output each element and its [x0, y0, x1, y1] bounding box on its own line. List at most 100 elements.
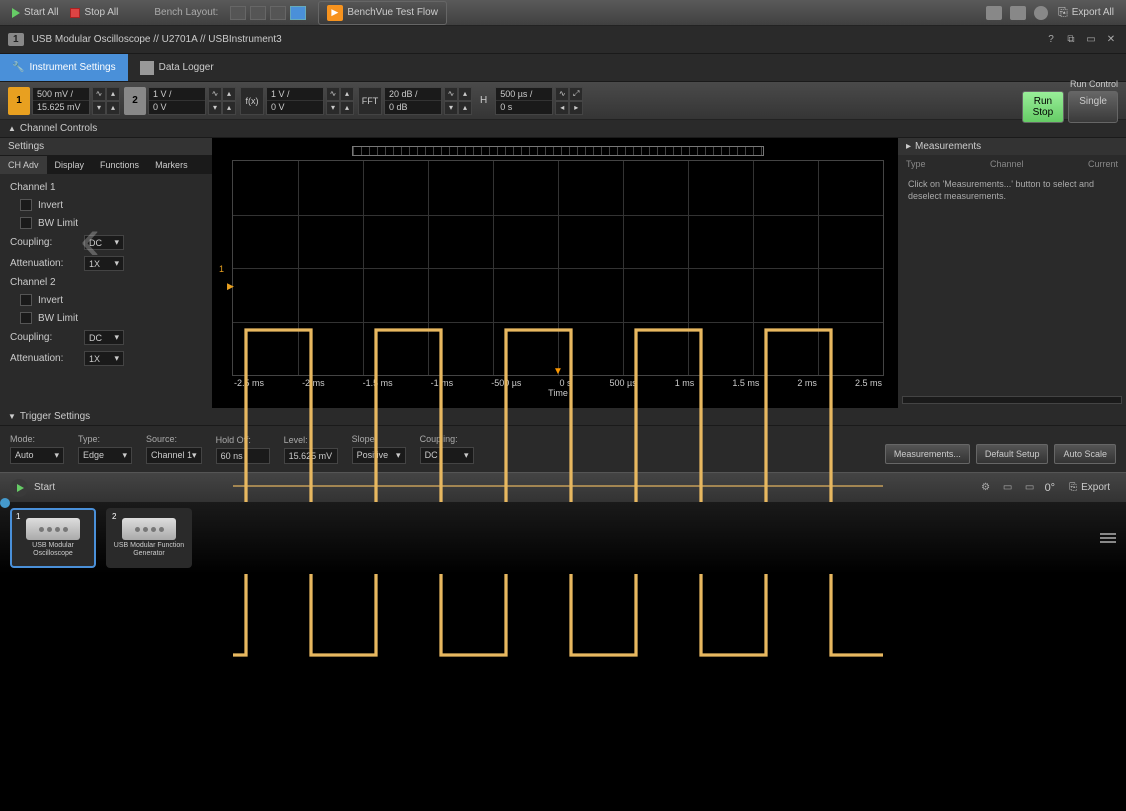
scope-grid[interactable]: 1 ▶ ▼: [232, 160, 884, 376]
dock-item-function-generator[interactable]: 2 USB Modular FunctionGenerator: [106, 508, 192, 568]
instrument-title: USB Modular Oscilloscope // U2701A // US…: [32, 34, 282, 45]
ch1-up2-icon[interactable]: ▴: [106, 101, 120, 115]
fft-up-icon[interactable]: ▴: [458, 87, 472, 101]
export-button[interactable]: ⎘Export: [1063, 480, 1116, 495]
collapse-icon: ▼: [8, 412, 16, 421]
save-icon[interactable]: ▭: [1001, 481, 1015, 495]
fft-up2-icon[interactable]: ▴: [458, 101, 472, 115]
ch1-up-icon[interactable]: ▴: [106, 87, 120, 101]
ch1-bwlimit-checkbox[interactable]: [20, 217, 32, 229]
trig-type-select[interactable]: Edge▾: [78, 447, 132, 464]
export-all-button[interactable]: ⎘ Export All: [1052, 3, 1120, 22]
ch2-coupling-select[interactable]: DC▾: [84, 330, 124, 345]
fx-up-icon[interactable]: ▴: [340, 87, 354, 101]
auto-scale-button[interactable]: Auto Scale: [1054, 444, 1116, 464]
time-mode-icon[interactable]: ∿: [555, 87, 569, 101]
start-button[interactable]: Start: [10, 479, 55, 497]
trig-mode-select[interactable]: Auto▾: [10, 447, 64, 464]
wrench-icon: 🔧: [12, 62, 24, 73]
start-label: Start: [34, 482, 55, 493]
fx-up2-icon[interactable]: ▴: [340, 101, 354, 115]
close-icon[interactable]: ✕: [1104, 33, 1118, 47]
start-all-label: Start All: [24, 7, 58, 18]
fft-down-icon[interactable]: ▾: [444, 101, 458, 115]
fx-coupling-icon[interactable]: ∿: [326, 87, 340, 101]
folder-icon[interactable]: ▭: [1023, 481, 1037, 495]
channel-controls-header[interactable]: ▲ Channel Controls: [0, 120, 1126, 138]
folder-icon[interactable]: [1010, 6, 1026, 20]
stop-label: Stop: [1033, 107, 1054, 118]
trig-type-label: Type:: [78, 434, 132, 444]
maximize-icon[interactable]: ▭: [1084, 33, 1098, 47]
ch2-down-icon[interactable]: ▾: [208, 101, 222, 115]
ch1-scale: 500 mV /: [33, 88, 89, 101]
layout-rows-icon[interactable]: [270, 6, 286, 20]
sub-tab-display[interactable]: Display: [47, 156, 93, 174]
measurements-scrollbar[interactable]: [902, 396, 1122, 404]
help-icon[interactable]: ?: [1044, 33, 1058, 47]
fft-coupling-icon[interactable]: ∿: [444, 87, 458, 101]
ch2-bwlimit-checkbox[interactable]: [20, 312, 32, 324]
layout-grid-icon[interactable]: [230, 6, 246, 20]
tab-data-logger[interactable]: Data Logger: [128, 54, 226, 81]
channel-2-values: 1 V / 0 V: [148, 87, 206, 115]
channel-1-badge[interactable]: 1: [8, 87, 30, 115]
fx-button[interactable]: f(x): [240, 87, 264, 115]
bench-layout-label: Bench Layout:: [154, 7, 218, 18]
dock-item-oscilloscope[interactable]: 1 USB ModularOscilloscope: [10, 508, 96, 568]
ch2-invert-label: Invert: [38, 295, 63, 306]
fft-values: 20 dB / 0 dB: [384, 87, 442, 115]
fx-down-icon[interactable]: ▾: [326, 101, 340, 115]
ch1-coupling-icon[interactable]: ∿: [92, 87, 106, 101]
expand-icon: ▸: [906, 141, 911, 152]
save-icon[interactable]: [986, 6, 1002, 20]
measurements-button[interactable]: Measurements...: [885, 444, 970, 464]
channel-2-badge[interactable]: 2: [124, 87, 146, 115]
ch1-atten-select[interactable]: 1X▾: [84, 256, 124, 271]
single-button[interactable]: Single: [1068, 91, 1118, 123]
oscilloscope-display: 1 ▶ ▼ -2.5 ms-2 ms-1.5 ms-1 ms-500 µs0 s…: [212, 138, 898, 408]
time-zoom-icon[interactable]: ⤢: [569, 87, 583, 101]
ch1-down-icon[interactable]: ▾: [92, 101, 106, 115]
sub-tab-ch-adv[interactable]: CH Adv: [0, 156, 47, 174]
ch1-invert-checkbox[interactable]: [20, 199, 32, 211]
ch2-atten-select[interactable]: 1X▾: [84, 351, 124, 366]
user-icon[interactable]: [1034, 6, 1048, 20]
channel-controls-label: Channel Controls: [20, 123, 97, 134]
stop-all-button[interactable]: Stop All: [64, 5, 124, 20]
time-values: 500 µs / 0 s: [495, 87, 553, 115]
tab-instrument-settings[interactable]: 🔧 Instrument Settings: [0, 54, 128, 81]
run-stop-button[interactable]: Run Stop: [1022, 91, 1065, 123]
default-setup-button[interactable]: Default Setup: [976, 444, 1049, 464]
instrument-thumbnail: [122, 518, 176, 540]
trig-source-select[interactable]: Channel 1▾: [146, 447, 202, 464]
ch1-coupling-select[interactable]: DC▾: [84, 235, 124, 250]
start-all-button[interactable]: Start All: [6, 5, 64, 20]
instrument-dock: 1 USB ModularOscilloscope 2 USB Modular …: [0, 502, 1126, 574]
trigger-level-marker: 1: [219, 264, 224, 274]
ch2-invert-checkbox[interactable]: [20, 294, 32, 306]
fft-button[interactable]: FFT: [358, 87, 382, 115]
popout-icon[interactable]: ⧉: [1064, 33, 1078, 47]
benchvue-flow-button[interactable]: BenchVue Test Flow: [318, 1, 447, 25]
layout-cols-icon[interactable]: [250, 6, 266, 20]
time-left-icon[interactable]: ◂: [555, 101, 569, 115]
ch2-coupling-icon[interactable]: ∿: [208, 87, 222, 101]
ch2-atten-label: Attenuation:: [10, 353, 78, 364]
measurements-panel: ▸Measurements Type Channel Current Click…: [898, 138, 1126, 408]
ch2-up2-icon[interactable]: ▴: [222, 101, 236, 115]
sub-tab-functions[interactable]: Functions: [92, 156, 147, 174]
run-label: Run: [1033, 96, 1054, 107]
stop-icon: [70, 8, 80, 18]
ch2-up-icon[interactable]: ▴: [222, 87, 236, 101]
layout-single-icon[interactable]: [290, 6, 306, 20]
dock-item-index: 2: [112, 512, 116, 521]
time-offset: 0 s: [496, 101, 552, 113]
sub-tab-markers[interactable]: Markers: [147, 156, 196, 174]
dock-menu-icon[interactable]: [1100, 533, 1116, 543]
flow-icon: [327, 5, 343, 21]
settings-header: Settings: [0, 138, 212, 156]
gear-icon[interactable]: ⚙: [979, 481, 993, 495]
measurements-header[interactable]: ▸Measurements: [898, 138, 1126, 155]
time-right-icon[interactable]: ▸: [569, 101, 583, 115]
